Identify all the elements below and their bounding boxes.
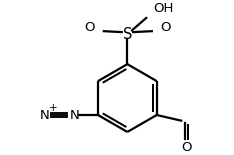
Text: O: O [161, 21, 171, 34]
Text: OH: OH [153, 2, 173, 15]
Text: N: N [69, 108, 79, 122]
Text: N: N [39, 108, 49, 122]
Text: O: O [84, 21, 95, 34]
Text: S: S [123, 27, 132, 42]
Text: +: + [48, 103, 57, 113]
Text: O: O [182, 142, 192, 155]
